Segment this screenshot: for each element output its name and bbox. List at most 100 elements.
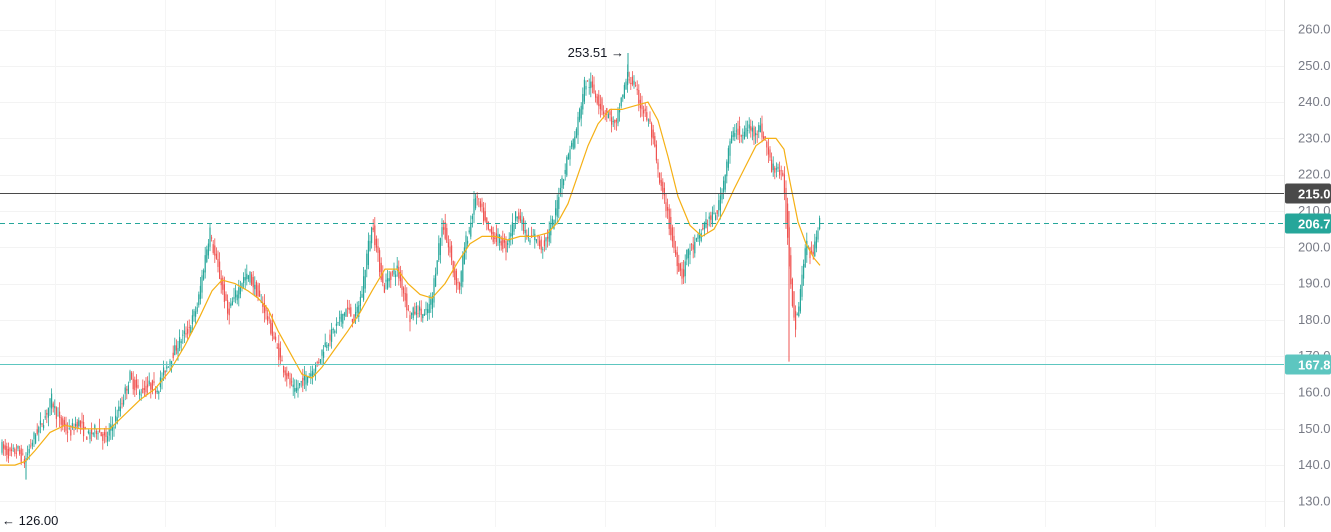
candle (300, 380, 302, 388)
y-axis[interactable]: 130.0140.0150.0160.0170.0180.0190.0200.0… (1298, 22, 1331, 509)
candle (78, 417, 80, 429)
candle-body (727, 148, 729, 168)
candle-body (6, 446, 8, 455)
candle-body (118, 406, 120, 412)
candle-body (235, 290, 237, 298)
candle (654, 132, 656, 148)
candle (59, 402, 61, 428)
candle-body (91, 428, 93, 434)
candle (428, 295, 430, 320)
candle-body (214, 245, 216, 256)
candle-body (489, 228, 491, 232)
candle-body (422, 314, 424, 319)
candle (196, 302, 198, 315)
candle (755, 126, 757, 144)
candle-body (105, 432, 107, 438)
candle (449, 239, 451, 258)
candle (572, 138, 574, 150)
candle (475, 193, 477, 211)
candle-body (703, 222, 705, 230)
candle-body (382, 273, 384, 283)
price-badge: 215.0 (1285, 183, 1331, 204)
candle-body (663, 187, 665, 196)
candle (564, 163, 566, 181)
candle (772, 156, 774, 177)
candle-body (147, 384, 149, 388)
candle-body (43, 425, 45, 429)
candle-body (678, 262, 680, 272)
candle-body (127, 385, 129, 394)
candle-body (383, 285, 385, 293)
candle-body (607, 114, 609, 119)
candle-body (230, 303, 232, 307)
candle (435, 267, 437, 288)
candle-body (623, 84, 625, 99)
candle (695, 237, 697, 242)
candle (262, 296, 264, 314)
candle (73, 423, 75, 435)
candle (215, 247, 217, 260)
candle-body (603, 111, 605, 114)
candle (724, 174, 726, 193)
candle-body (622, 94, 624, 98)
candle-body (742, 135, 744, 137)
candle (702, 222, 704, 231)
candle-body (52, 403, 54, 408)
candle (815, 230, 817, 253)
candle-body (148, 380, 150, 385)
candle (495, 224, 497, 247)
candle-body (772, 163, 774, 171)
candle-body (415, 305, 417, 316)
candle (628, 71, 630, 84)
candle-body (247, 275, 249, 280)
candle-body (100, 431, 102, 437)
candle (705, 211, 707, 229)
candle (345, 308, 347, 317)
candle (612, 116, 614, 128)
candle-body (719, 195, 721, 211)
candle-body (361, 294, 363, 298)
candle-body (156, 390, 158, 392)
candle-body (716, 210, 718, 215)
candle (297, 380, 299, 398)
candle-body (494, 237, 496, 240)
candle (167, 366, 169, 368)
candle (798, 301, 800, 318)
candle-body (22, 453, 24, 455)
candle-body (391, 271, 393, 273)
candle (249, 270, 251, 285)
candle (467, 236, 469, 248)
y-tick-label: 260.0 (1298, 22, 1331, 37)
candle-body (407, 308, 409, 310)
candle-body (217, 258, 219, 267)
candle-body (39, 420, 41, 425)
candle-body (787, 203, 789, 238)
candle (283, 365, 285, 378)
candle-body (785, 187, 787, 223)
candle (187, 320, 189, 340)
candle-body (375, 238, 377, 248)
candle (505, 236, 507, 261)
candle-body (646, 112, 648, 121)
candle (356, 301, 358, 319)
candle-body (510, 233, 512, 237)
candle-body (591, 81, 593, 88)
candle (332, 327, 334, 334)
candle (38, 425, 40, 442)
candle-body (244, 277, 246, 281)
candle (735, 123, 737, 140)
candle-body (694, 241, 696, 254)
candle-body (319, 359, 321, 363)
candle-body (207, 243, 209, 256)
candle-body (547, 236, 549, 239)
candle-body (651, 123, 653, 138)
candle (441, 218, 443, 246)
candle-body (332, 328, 334, 330)
candle-body (652, 129, 654, 139)
candle (54, 399, 56, 415)
candle-body (81, 421, 83, 424)
candle-body (388, 278, 390, 282)
candle (630, 76, 632, 90)
